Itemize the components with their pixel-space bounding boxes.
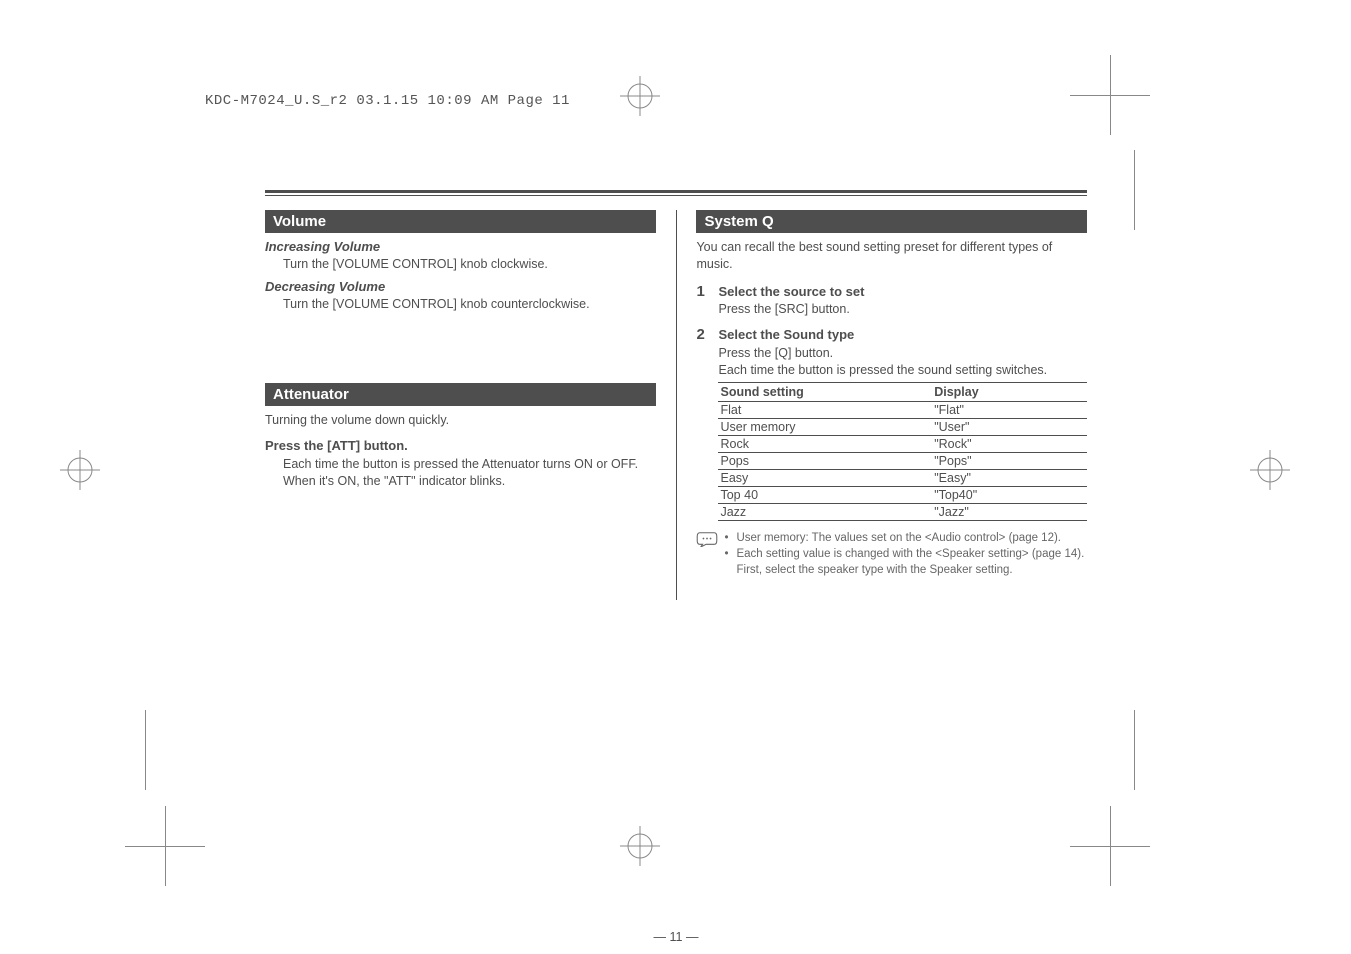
increasing-volume-heading: Increasing Volume <box>265 239 656 254</box>
attenuator-press: Press the [ATT] button. <box>265 437 656 455</box>
cell-setting: Pops <box>718 453 932 470</box>
right-column: System Q You can recall the best sound s… <box>696 210 1087 600</box>
table-row: Jazz"Jazz" <box>718 504 1087 521</box>
crop-line-bottom-right-v <box>1110 806 1111 886</box>
note-3-text: First, select the speaker type with the … <box>736 563 1087 579</box>
cell-setting: Easy <box>718 470 932 487</box>
step-1: 1 Select the source to set Press the [SR… <box>696 283 1087 318</box>
decreasing-volume-heading: Decreasing Volume <box>265 279 656 294</box>
cell-display: "Rock" <box>932 436 1087 453</box>
crop-margin-right-top <box>1134 150 1135 230</box>
step-2-text-1: Press the [Q] button. <box>718 345 1087 362</box>
decreasing-volume-body: Turn the [VOLUME CONTROL] knob countercl… <box>283 296 656 313</box>
cell-setting: Flat <box>718 402 932 419</box>
table-row: Flat"Flat" <box>718 402 1087 419</box>
note-1-text: User memory: The values set on the <Audi… <box>736 531 1061 547</box>
cell-setting: User memory <box>718 419 932 436</box>
increasing-volume-body: Turn the [VOLUME CONTROL] knob clockwise… <box>283 256 656 273</box>
th-sound-setting: Sound setting <box>718 383 932 402</box>
cell-setting: Jazz <box>718 504 932 521</box>
note-2-text: Each setting value is changed with the <… <box>736 547 1084 563</box>
step-2-number: 2 <box>696 326 710 378</box>
crop-mark-right <box>1250 450 1290 490</box>
attenuator-intro: Turning the volume down quickly. <box>265 412 656 429</box>
cell-display: "User" <box>932 419 1087 436</box>
crop-line-top-right-v <box>1110 55 1111 135</box>
th-display: Display <box>932 383 1087 402</box>
imposition-header: KDC-M7024_U.S_r2 03.1.15 10:09 AM Page 1… <box>205 93 570 109</box>
note-bullet-1: •User memory: The values set on the <Aud… <box>724 531 1087 547</box>
crop-line-bottom-left-v <box>165 806 166 886</box>
crop-margin-left-bottom <box>145 710 146 790</box>
crop-margin-right-bottom <box>1134 710 1135 790</box>
table-row: Top 40"Top40" <box>718 487 1087 504</box>
note-icon <box>696 531 718 578</box>
table-row: User memory"User" <box>718 419 1087 436</box>
bullet-icon: • <box>724 531 732 547</box>
note-bullet-2: •Each setting value is changed with the … <box>724 547 1087 563</box>
step-1-body: Select the source to set Press the [SRC]… <box>718 283 1087 318</box>
page-number: — 11 — <box>265 930 1087 944</box>
crop-mark-left <box>60 450 100 490</box>
bullet-icon: • <box>724 547 732 563</box>
table-header-row: Sound setting Display <box>718 383 1087 402</box>
step-1-number: 1 <box>696 283 710 318</box>
cell-display: "Pops" <box>932 453 1087 470</box>
attenuator-line1: Each time the button is pressed the Atte… <box>283 456 656 473</box>
cell-display: "Easy" <box>932 470 1087 487</box>
note-text: •User memory: The values set on the <Aud… <box>724 531 1087 578</box>
volume-heading: Volume <box>265 210 656 233</box>
cell-setting: Top 40 <box>718 487 932 504</box>
two-columns: Volume Increasing Volume Turn the [VOLUM… <box>265 210 1087 600</box>
step-1-text: Press the [SRC] button. <box>718 301 1087 318</box>
table-row: Rock"Rock" <box>718 436 1087 453</box>
note-block: •User memory: The values set on the <Aud… <box>696 531 1087 578</box>
sound-setting-table: Sound setting Display Flat"Flat" User me… <box>718 382 1087 521</box>
attenuator-line2: When it's ON, the "ATT" indicator blinks… <box>283 473 656 490</box>
cell-setting: Rock <box>718 436 932 453</box>
systemq-heading: System Q <box>696 210 1087 233</box>
left-column: Volume Increasing Volume Turn the [VOLUM… <box>265 210 656 600</box>
cell-display: "Top40" <box>932 487 1087 504</box>
top-rule <box>265 190 1087 196</box>
table-row: Easy"Easy" <box>718 470 1087 487</box>
step-2-text-2: Each time the button is pressed the soun… <box>718 362 1087 379</box>
page-content: Volume Increasing Volume Turn the [VOLUM… <box>265 190 1087 944</box>
column-divider <box>676 210 677 600</box>
step-1-title: Select the source to set <box>718 283 1087 301</box>
step-2-title: Select the Sound type <box>718 326 1087 344</box>
cell-display: "Jazz" <box>932 504 1087 521</box>
sound-table-wrap: Sound setting Display Flat"Flat" User me… <box>718 382 1087 521</box>
systemq-intro: You can recall the best sound setting pr… <box>696 239 1087 273</box>
spacer <box>265 313 656 383</box>
step-2-body: Select the Sound type Press the [Q] butt… <box>718 326 1087 378</box>
attenuator-heading: Attenuator <box>265 383 656 406</box>
crop-mark-top <box>620 76 660 116</box>
step-2: 2 Select the Sound type Press the [Q] bu… <box>696 326 1087 378</box>
cell-display: "Flat" <box>932 402 1087 419</box>
table-row: Pops"Pops" <box>718 453 1087 470</box>
